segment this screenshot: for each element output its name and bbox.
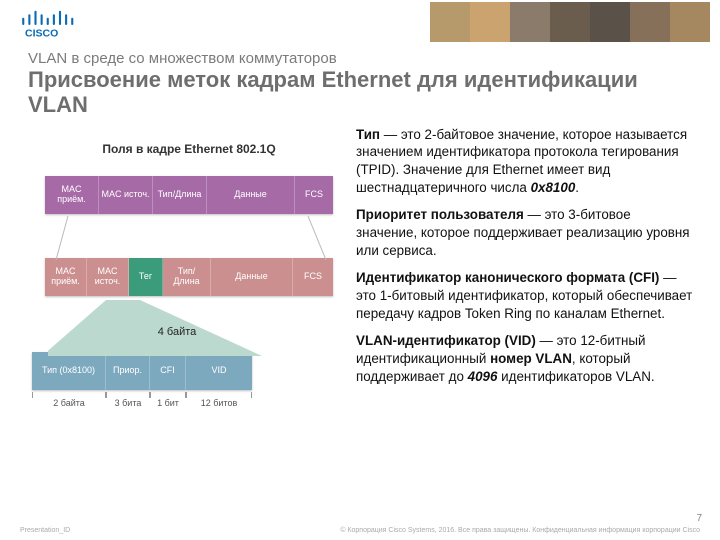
- footer: Presentation_ID © Корпорация Cisco Syste…: [0, 527, 720, 534]
- para-type: Тип — это 2-байтовое значение, которое н…: [356, 126, 694, 197]
- photo-strip: [430, 2, 710, 42]
- frame-cell: FCS: [293, 258, 333, 296]
- description-text: Тип — это 2-байтовое значение, которое н…: [356, 126, 700, 408]
- size-label: 1 бит: [150, 398, 186, 408]
- size-label: 3 бита: [106, 398, 150, 408]
- frame-cell: FCS: [295, 176, 333, 214]
- footer-left: Presentation_ID: [20, 527, 70, 534]
- frame-row-tagged: MAC приём.MAC источ.ТегТип/ДлинаДанныеFC…: [45, 258, 333, 296]
- para-cfi: Идентификатор канонического формата (CFI…: [356, 269, 694, 322]
- size-label: 2 байта: [32, 398, 106, 408]
- slide-subtitle: VLAN в среде со множеством коммутаторов: [28, 50, 692, 67]
- frame-cell: Тег: [129, 258, 163, 296]
- logo-text: CISCO: [25, 27, 58, 39]
- page-number: 7: [696, 513, 702, 524]
- frame-cell: MAC приём.: [45, 258, 87, 296]
- connector-top: [48, 216, 336, 260]
- frame-cell: MAC источ.: [87, 258, 129, 296]
- size-label: 12 битов: [186, 398, 252, 408]
- frame-cell: MAC приём.: [45, 176, 99, 214]
- tag-size-label: 4 байта: [134, 326, 220, 338]
- frame-cell: Данные: [211, 258, 293, 296]
- top-bar: CISCO: [0, 0, 720, 44]
- diagram-title: Поля в кадре Ethernet 802.1Q: [22, 142, 356, 156]
- frame-cell: MAC источ.: [99, 176, 153, 214]
- size-labels-row: 2 байта3 бита1 бит12 битов: [32, 392, 252, 408]
- frame-row-original: MAC приём.MAC источ.Тип/ДлинаДанныеFCS: [45, 176, 333, 214]
- title-block: VLAN в среде со множеством коммутаторов …: [0, 44, 720, 126]
- frame-cell: Тип/Длина: [153, 176, 207, 214]
- diagram: Поля в кадре Ethernet 802.1Q MAC приём.M…: [22, 126, 356, 408]
- slide-title: Присвоение меток кадрам Ethernet для иде…: [28, 67, 692, 118]
- frame-cell: Тип/Длина: [163, 258, 211, 296]
- para-priority: Приоритет пользователя — это 3-битовое з…: [356, 206, 694, 259]
- footer-right: © Корпорация Cisco Systems, 2016. Все пр…: [340, 527, 700, 534]
- content-area: Поля в кадре Ethernet 802.1Q MAC приём.M…: [0, 126, 720, 408]
- cisco-logo: CISCO: [18, 3, 88, 41]
- para-vid: VLAN-идентификатор (VID) — это 12-битный…: [356, 332, 694, 385]
- frame-cell: Данные: [207, 176, 295, 214]
